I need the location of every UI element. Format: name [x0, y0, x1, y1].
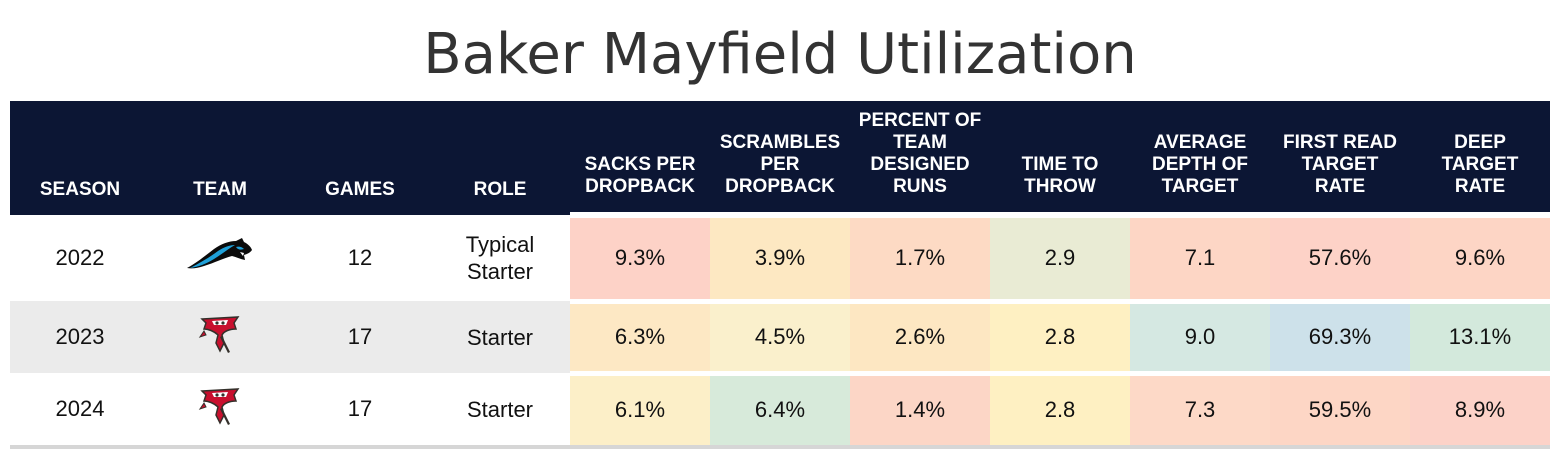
column-header: ROLE — [473, 179, 527, 200]
designed-runs-cell: 1.4% — [850, 370, 990, 447]
table-row: 2023 17 Starter 6.3% 4.5% 2.6% 2.8 9.0 69.3% 13.… — [10, 298, 1550, 373]
games-cell: 12 — [347, 245, 373, 270]
column-header: TIME TO THROW — [1021, 154, 1099, 197]
header-row: SEASON TEAM GAMES ROLE SACKS PER DROPBAC… — [10, 101, 1550, 215]
sacks-per-dropback-cell: 6.1% — [570, 370, 710, 447]
games-cell: 17 — [347, 324, 373, 349]
designed-runs-cell: 2.6% — [850, 298, 990, 373]
column-header: AVERAGE DEPTH OF TARGET — [1151, 132, 1249, 197]
sacks-per-dropback-cell: 6.3% — [570, 298, 710, 373]
first-read-target-rate-cell: 59.5% — [1270, 370, 1410, 447]
first-read-target-rate-cell: 69.3% — [1270, 298, 1410, 373]
sacks-per-dropback-cell: 9.3% — [570, 212, 710, 301]
column-header: SACKS PER DROPBACK — [584, 154, 696, 197]
team-cell — [150, 215, 290, 301]
scrambles-per-dropback-cell: 3.9% — [710, 212, 850, 301]
games-cell: 17 — [347, 396, 373, 421]
average-depth-of-target-cell: 7.1 — [1130, 212, 1270, 301]
team-cell — [150, 301, 290, 373]
tampa-bay-buccaneers-logo-icon — [198, 313, 242, 361]
deep-target-rate-cell: 8.9% — [1410, 370, 1550, 447]
column-header: PERCENT OF TEAM DESIGNED RUNS — [858, 110, 982, 197]
first-read-target-rate-cell: 57.6% — [1270, 212, 1410, 301]
time-to-throw-cell: 2.8 — [990, 298, 1130, 373]
chart-title: Baker Mayfield Utilization — [423, 22, 1137, 87]
deep-target-rate-cell: 13.1% — [1410, 298, 1550, 373]
scrambles-per-dropback-cell: 4.5% — [710, 298, 850, 373]
role-cell: Typical Starter — [465, 232, 535, 284]
column-header: GAMES — [325, 179, 395, 200]
deep-target-rate-cell: 9.6% — [1410, 212, 1550, 301]
average-depth-of-target-cell: 7.3 — [1130, 370, 1270, 447]
table-row: 2022 12 Typical Starter 9.3% 3.9% 1.7% 2.9 7.1… — [10, 212, 1550, 301]
season-cell: 2023 — [55, 324, 105, 349]
column-header: TEAM — [193, 179, 247, 200]
time-to-throw-cell: 2.9 — [990, 212, 1130, 301]
tampa-bay-buccaneers-logo-icon — [198, 385, 242, 433]
column-header: SCRAMBLES PER DROPBACK — [719, 132, 841, 197]
team-cell — [150, 373, 290, 447]
time-to-throw-cell: 2.8 — [990, 370, 1130, 447]
role-cell: Starter — [466, 324, 534, 350]
utilization-table: SEASON TEAM GAMES ROLE SACKS PER DROPBAC… — [10, 101, 1550, 449]
column-header: SEASON — [39, 179, 121, 200]
column-header: DEEP TARGET RATE — [1441, 132, 1519, 197]
average-depth-of-target-cell: 9.0 — [1130, 298, 1270, 373]
role-cell: Starter — [466, 396, 534, 422]
column-header: FIRST READ TARGET RATE — [1283, 132, 1397, 197]
season-cell: 2022 — [55, 245, 105, 270]
carolina-panthers-logo-icon — [184, 235, 256, 281]
scrambles-per-dropback-cell: 6.4% — [710, 370, 850, 447]
season-cell: 2024 — [55, 396, 105, 421]
designed-runs-cell: 1.7% — [850, 212, 990, 301]
table-row: 2024 17 Starter 6.1% 6.4% 1.4% 2.8 7.3 59.5% 8.9… — [10, 370, 1550, 447]
